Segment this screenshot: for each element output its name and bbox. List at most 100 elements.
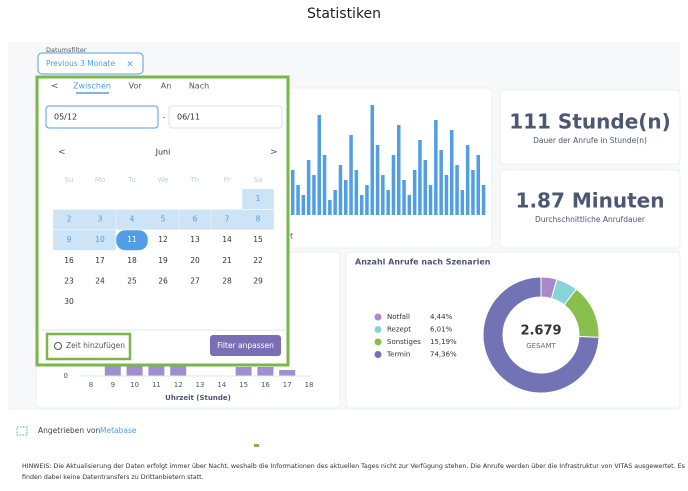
weekday: Su [65, 176, 74, 184]
bar [301, 195, 306, 215]
day[interactable]: 21 [222, 256, 232, 265]
indicator [254, 444, 259, 447]
y-tick-label: 0 [64, 372, 68, 380]
day[interactable]: 7 [225, 215, 230, 224]
date-input[interactable] [45, 105, 159, 129]
day[interactable]: 22 [253, 256, 263, 265]
prev-month[interactable]: < [58, 148, 66, 158]
day[interactable]: 13 [190, 235, 200, 244]
note: finden dabei keine Datentransfers zu Dri… [22, 474, 204, 481]
x-tick-label: 14 [217, 381, 226, 389]
legend-label: Sonstiges [387, 338, 421, 346]
bar [375, 145, 380, 215]
weekday: We [158, 176, 169, 184]
date-input[interactable] [168, 105, 283, 129]
bar [291, 170, 295, 215]
x-tick-label: 16 [261, 381, 270, 389]
legend-value: 15,19% [430, 338, 457, 346]
tab[interactable]: An [161, 82, 172, 91]
footer-brand[interactable]: Metabase [100, 426, 137, 435]
bar [170, 364, 187, 376]
apply-button[interactable] [210, 335, 281, 356]
bar [322, 155, 327, 215]
kpi-label: Dauer der Anrufe in Stunde(n) [533, 136, 647, 145]
day[interactable]: 3 [98, 215, 103, 224]
donut-total: 2.679 [520, 324, 561, 339]
day[interactable]: 5 [161, 215, 166, 224]
day[interactable]: 19 [158, 256, 168, 265]
day[interactable]: 12 [158, 235, 168, 244]
weekday: Mo [95, 176, 105, 184]
next-month[interactable]: > [270, 148, 278, 158]
day[interactable]: 15 [253, 235, 263, 244]
tab[interactable]: Vor [128, 82, 142, 91]
bar [235, 367, 252, 376]
date-separator: - [163, 113, 166, 122]
day[interactable]: 10 [95, 235, 105, 244]
day[interactable]: 18 [127, 256, 137, 265]
legend-value: 6,01% [430, 326, 453, 334]
bar [481, 185, 486, 215]
bar [391, 155, 396, 215]
weekday: Sa [254, 176, 263, 184]
day[interactable]: 24 [95, 276, 105, 285]
day[interactable]: 16 [64, 256, 74, 265]
day[interactable]: 30 [64, 297, 74, 306]
weekday: Fr [224, 176, 231, 184]
bar [423, 160, 427, 215]
bar [434, 120, 438, 215]
card [345, 251, 681, 409]
day[interactable]: 14 [222, 235, 232, 244]
bar [359, 195, 364, 215]
donut-slice [482, 276, 600, 394]
bar [279, 370, 296, 376]
x-tick-label: 10 [130, 381, 139, 389]
add-time-highlight [45, 332, 132, 361]
back-button[interactable]: < [51, 82, 59, 92]
day[interactable]: 29 [253, 276, 263, 285]
donut-total-label: GESAMT [526, 342, 556, 350]
day[interactable]: 20 [190, 256, 200, 265]
day[interactable]: 6 [193, 215, 198, 224]
day[interactable]: 17 [95, 256, 105, 265]
range-cell [211, 209, 243, 230]
day[interactable]: 27 [190, 276, 200, 285]
bar [402, 180, 406, 215]
filter-chip[interactable] [37, 52, 144, 75]
kpi-value: 111 Stunde(n) [509, 110, 671, 134]
add-time[interactable]: Zeit hinzufügen [66, 341, 125, 350]
day[interactable]: 8 [256, 215, 261, 224]
bar [365, 185, 369, 215]
tab[interactable]: Nach [189, 82, 209, 91]
day[interactable]: 28 [222, 276, 232, 285]
filter-clear[interactable]: × [126, 60, 134, 70]
bar [333, 190, 337, 215]
day[interactable]: 4 [130, 215, 135, 224]
legend-dot [374, 338, 382, 346]
day[interactable]: 23 [64, 276, 74, 285]
day[interactable]: 25 [127, 276, 137, 285]
bar [428, 185, 433, 215]
bar [104, 364, 121, 376]
bar [381, 175, 385, 215]
bar [460, 190, 465, 215]
x-tick-label: 9 [111, 381, 115, 389]
x-tick-label: 13 [196, 381, 205, 389]
day[interactable]: 1 [256, 194, 261, 203]
note: HINWEIS: Die Aktualisierung der Daten er… [22, 463, 685, 470]
day[interactable]: 2 [67, 215, 72, 224]
bar [444, 175, 449, 215]
legend-label: Rezept [387, 326, 411, 334]
day[interactable]: 9 [67, 235, 72, 244]
bar [349, 135, 353, 215]
range-cell [53, 209, 85, 230]
chart-title: Anzahl Anrufe nach Szenarien [355, 258, 491, 267]
page-title: Statistiken [307, 6, 381, 22]
bar [407, 195, 412, 215]
tab[interactable]: Zwischen [73, 82, 111, 91]
day[interactable]: 26 [158, 276, 168, 285]
legend-dot [374, 326, 382, 333]
day[interactable]: 11 [127, 235, 137, 244]
card [499, 89, 681, 165]
